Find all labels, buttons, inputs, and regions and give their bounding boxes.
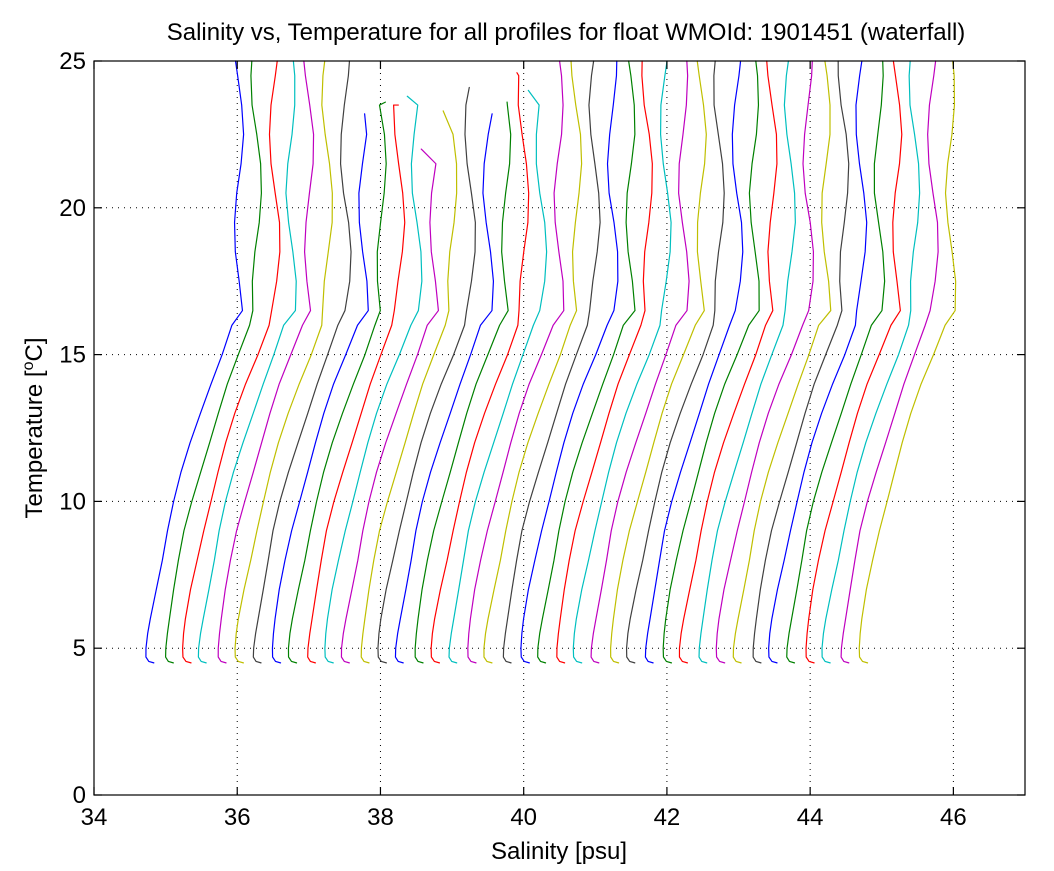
profile-series-line [786,60,886,664]
profile-series-line [520,60,619,664]
profile-series-line [360,110,458,664]
y-tick-label: 25 [59,48,86,75]
profile-series-line [644,60,744,664]
profile-series-line [448,89,548,664]
y-tick-label: 0 [73,782,86,809]
plot-frame [93,60,1026,796]
profile-series-line [197,60,297,664]
profile-series-line [572,60,672,664]
y-axis-label-superscript: o [20,361,37,370]
y-axis-label-group: Temperature [oC] [20,338,48,519]
x-tick-label: 42 [654,804,681,831]
profile-series-line [340,148,440,664]
y-tick-label: 5 [73,635,86,662]
profile-series-line [165,60,262,664]
profile-series-line [768,60,868,664]
profile-series-line [715,60,815,664]
x-tick-label: 38 [367,804,394,831]
x-tick-label: 36 [224,804,251,831]
y-axis-label-tail: C] [21,338,48,362]
axis-layer: 34 36 38 40 42 44 46 0 5 10 15 20 25 [59,48,1026,831]
x-tick-label: 46 [940,804,967,831]
y-tick-label: 10 [59,488,86,515]
profile-series-line [252,60,352,664]
profile-series-line [556,60,653,664]
profile-series-line [483,60,583,664]
chart-title: Salinity vs, Temperature for all profile… [167,19,966,46]
profile-series-line [590,60,690,664]
profile-series-line [217,60,315,664]
profile-series-line [145,60,245,664]
y-tick-label: 20 [59,195,86,222]
profile-series-line [234,60,333,664]
profile-series-line [662,60,760,664]
x-tick-label: 34 [81,804,108,831]
profile-series-line [698,60,796,664]
profile-series-line [307,104,406,664]
profile-series-line [271,113,369,664]
y-tick-label: 15 [59,342,86,369]
x-axis-label: Salinity [psu] [491,838,627,865]
profile-series-line [287,101,387,664]
profile-series-line [430,72,530,664]
profile-series-line [610,60,707,664]
profile-series-line [678,60,778,664]
profile-series-line [182,60,281,664]
profile-series-line [377,86,476,664]
profile-series-line [805,60,903,664]
profile-series-line [625,60,725,664]
y-axis-label: Temperature [oC] [20,338,48,519]
profile-series-line [537,60,636,664]
profile-series-line [467,60,565,664]
profile-series-line [858,60,957,664]
profile-series-line [502,60,601,664]
x-tick-label: 44 [797,804,824,831]
profile-series-line [840,60,939,664]
x-tick-label: 40 [510,804,537,831]
profile-series-line [821,60,921,664]
y-axis-label-main: Temperature [ [21,370,48,518]
series-layer [145,60,957,664]
grid-layer [94,61,1025,795]
profile-series-line [752,60,850,664]
profile-series-line [324,95,423,664]
profile-series-line [394,113,495,664]
profile-series-line [732,60,832,664]
profile-series-line [414,101,512,664]
